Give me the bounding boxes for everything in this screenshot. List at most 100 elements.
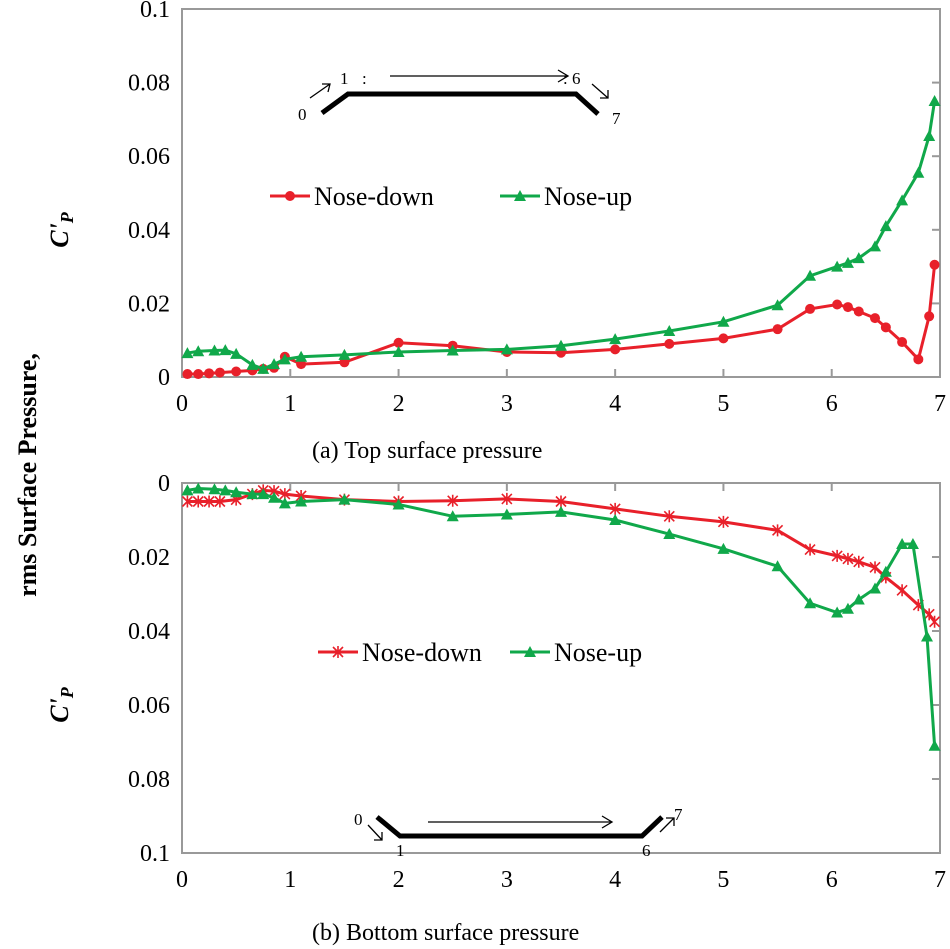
data-point <box>500 508 513 520</box>
y-axis-label-symbol: C'P <box>45 211 77 248</box>
y-tick-label: 0.1 <box>140 841 170 867</box>
data-point <box>718 333 729 344</box>
data-point <box>805 303 816 314</box>
data-point <box>393 337 404 348</box>
data-point <box>257 488 270 500</box>
data-point <box>514 190 526 201</box>
data-point <box>208 483 221 495</box>
data-point <box>609 514 622 525</box>
data-point <box>181 495 193 508</box>
data-point <box>447 494 459 507</box>
y-tick-label: 0 <box>158 365 170 391</box>
data-point <box>663 510 675 523</box>
data-point <box>912 166 925 178</box>
data-point <box>831 606 844 618</box>
y-tick-label: 0 <box>158 471 170 497</box>
data-point <box>879 565 892 577</box>
legend-item: Nose-up <box>500 182 632 211</box>
data-point <box>555 339 567 351</box>
y-tick-label: 0.02 <box>128 545 170 571</box>
data-point <box>831 549 843 562</box>
data-point <box>295 350 308 362</box>
data-point <box>771 299 784 311</box>
legend-label: Nose-down <box>362 638 482 667</box>
diagram-label-1: 1 <box>396 841 405 860</box>
data-point <box>906 538 919 550</box>
data-point <box>500 343 513 355</box>
data-point <box>879 220 892 232</box>
x-tick-label: 2 <box>393 867 405 893</box>
diagram-label-0: 0 <box>298 105 307 124</box>
data-point <box>929 615 941 628</box>
data-point <box>214 367 225 378</box>
legend-item: Nose-up <box>510 638 642 667</box>
data-point <box>913 354 924 365</box>
data-point <box>193 369 204 380</box>
data-point <box>231 366 242 377</box>
data-point <box>842 302 853 313</box>
data-point <box>609 502 621 515</box>
data-point <box>610 344 621 355</box>
data-point <box>230 347 243 359</box>
x-tick-label: 3 <box>501 867 513 893</box>
data-point <box>880 322 891 333</box>
data-point <box>182 369 193 380</box>
x-tick-label: 1 <box>284 391 296 417</box>
data-point <box>929 259 940 270</box>
legend-item: Nose-down <box>270 182 434 211</box>
diagram-label-colon: : <box>563 69 568 88</box>
data-point <box>214 495 226 508</box>
data-point <box>832 299 843 310</box>
diagram-label-1: 1 <box>340 69 349 88</box>
data-point <box>278 497 291 509</box>
data-point <box>268 491 281 503</box>
data-point <box>664 338 675 349</box>
top-airfoil-diagram <box>309 69 609 116</box>
diagram-label-0: 0 <box>354 810 363 829</box>
data-point <box>230 486 243 498</box>
data-point <box>771 560 784 572</box>
data-point <box>524 646 536 657</box>
data-point <box>772 524 784 537</box>
plot-frame <box>181 8 941 378</box>
data-point <box>446 344 459 356</box>
y-tick-label: 0.08 <box>128 767 170 793</box>
data-point <box>869 582 882 594</box>
data-point <box>501 492 513 505</box>
data-point <box>663 528 676 540</box>
data-point <box>841 602 854 614</box>
y-axis-label: rms Surface Pressure, <box>13 353 42 597</box>
legend-label: Nose-up <box>544 182 632 211</box>
x-tick-label: 7 <box>934 391 946 417</box>
data-point <box>285 191 295 201</box>
data-point <box>203 495 215 508</box>
legend-label: Nose-up <box>554 638 642 667</box>
data-point <box>181 347 194 359</box>
data-point <box>609 333 622 345</box>
data-point <box>924 311 935 322</box>
data-point <box>897 337 908 348</box>
x-tick-label: 3 <box>501 391 513 417</box>
x-tick-label: 1 <box>284 867 296 893</box>
data-point <box>338 348 351 360</box>
y-axis-label-symbol-b: C'P <box>45 686 77 723</box>
data-point <box>923 608 935 621</box>
data-point <box>257 362 270 374</box>
chart-caption: (a) Top surface pressure <box>312 438 542 464</box>
series-line <box>187 487 937 746</box>
data-point <box>219 484 232 496</box>
data-point <box>208 344 221 356</box>
x-tick-label: 5 <box>717 867 729 893</box>
y-tick-label: 0.1 <box>140 0 170 23</box>
data-point <box>853 306 864 317</box>
data-point <box>896 194 909 206</box>
data-point <box>192 482 205 494</box>
data-point <box>842 552 854 565</box>
data-point <box>295 495 308 507</box>
y-tick-label: 0.06 <box>128 144 170 170</box>
x-tick-label: 6 <box>826 867 838 893</box>
data-point <box>392 498 405 510</box>
data-point <box>555 495 567 508</box>
data-point <box>717 515 729 528</box>
